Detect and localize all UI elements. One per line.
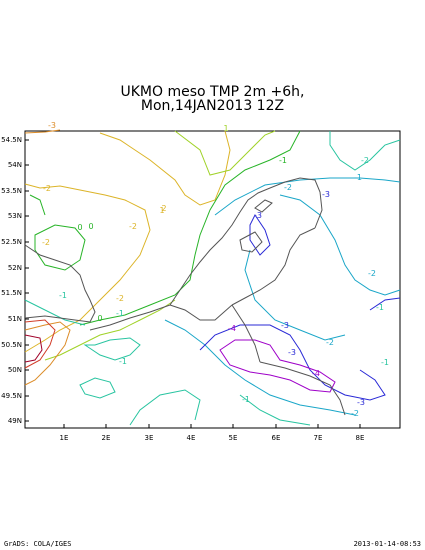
y-tick-label: 52N [8, 264, 22, 272]
contour-label: -1 [381, 358, 389, 367]
inland-water [239, 231, 263, 253]
contour-red-a [24, 321, 71, 386]
contour-m1-f [239, 394, 311, 426]
contour-label: -3 [322, 190, 330, 199]
contour-label: -2 [351, 409, 359, 418]
contour-m2-c [279, 194, 401, 296]
y-tick-label: 50.5N [1, 341, 22, 349]
coastline-netherlands [169, 177, 323, 306]
y-tick-label: 51N [8, 315, 22, 323]
y-tick-label: 49.5N [1, 392, 22, 400]
y-tick-label: 54.5N [1, 136, 22, 144]
contour-m1-b [24, 299, 86, 326]
contour-m1-d [79, 377, 116, 399]
contour-label: -1 [279, 156, 287, 165]
x-tick-label: 2E [102, 434, 111, 442]
contour-label: -1 [354, 173, 362, 182]
contour-warm-c [99, 130, 231, 206]
y-tick-label: 53.5N [1, 187, 22, 195]
x-tick-label: 8E [356, 434, 365, 442]
coastlines-borders [24, 177, 346, 416]
y-tick-label: 50N [8, 366, 22, 374]
contour-label: -2 [284, 183, 292, 192]
contour-label: 0 [97, 314, 102, 323]
contour-label: -1 [242, 395, 250, 404]
contour-label: -1 [119, 357, 127, 366]
contour-red-b [24, 319, 56, 369]
island-texel [254, 199, 273, 213]
contour-labels: -3 1 -2 -1 -2 -2 -3 0 -2 1 -2 -1 0 -1 -2 -3 -2 -4 -3 -1 -1 2 -… [42, 121, 389, 418]
x-tick-label: 1E [60, 434, 69, 442]
contour-green-b [34, 224, 86, 271]
axis-ticks: 1E 2E 3E 4E 5E 6E 7E 8E 54.5N 54N 53.5N 53N 52.5N 52N… [1, 136, 364, 442]
contour-label: -2 [42, 238, 50, 247]
contour-label: 0 [88, 222, 93, 231]
contour-label: -1 [116, 309, 124, 318]
y-tick-label: 52.5N [1, 238, 22, 246]
contour-m3-b [199, 324, 386, 401]
x-tick-label: 3E [145, 434, 154, 442]
footer-credit: GrADS: COLA/IGES [4, 540, 72, 548]
contour-m2-d [244, 249, 346, 341]
contour-label: -4 [312, 369, 320, 378]
contour-m1-a [329, 131, 401, 171]
contour-label: 1 [159, 206, 164, 215]
contour-warm-b [24, 183, 151, 353]
contour-yg-b [44, 299, 176, 361]
coastline-fr-north [89, 304, 171, 331]
contour-label: -3 [254, 211, 262, 220]
contour-lines [24, 129, 401, 426]
contour-label: -3 [357, 398, 365, 407]
contour-label: -1 [59, 291, 67, 300]
contour-label: -3 [288, 348, 296, 357]
map-title-line2: Mon,14JAN2013 12Z [140, 98, 285, 114]
x-tick-label: 4E [187, 434, 196, 442]
contour-green-c [79, 130, 301, 326]
contour-m2-b [164, 319, 356, 416]
border-lux [231, 304, 261, 363]
contour-label: -3 [281, 321, 289, 330]
x-tick-label: 5E [229, 434, 238, 442]
contour-label: -2 [361, 156, 369, 165]
y-tick-label: 51.5N [1, 289, 22, 297]
contour-green-a [29, 194, 46, 216]
map-title-line1: UKMO meso TMP 2m +6h, [120, 84, 305, 100]
x-tick-label: 6E [272, 434, 281, 442]
contour-label: -2 [326, 338, 334, 347]
border-nl-de [231, 227, 316, 306]
contour-label: -1 [376, 303, 384, 312]
contour-warm-a [24, 129, 61, 134]
footer-timestamp: 2013-01-14-08:53 [353, 540, 421, 548]
contour-m2-a [214, 177, 401, 216]
contour-yg-a [174, 130, 276, 176]
coastline-uk [24, 244, 96, 323]
contour-label: -3 [48, 121, 56, 130]
contour-label: -2 [368, 269, 376, 278]
contour-label: -2 [129, 222, 137, 231]
contour-label: -4 [228, 324, 236, 333]
contour-m1-c [83, 337, 141, 361]
contour-label: 0 [77, 223, 82, 232]
contour-red-c [24, 334, 43, 363]
border-be-fr [169, 304, 233, 321]
y-tick-label: 49N [8, 417, 22, 425]
y-tick-label: 54N [8, 161, 22, 169]
x-tick-label: 7E [314, 434, 323, 442]
contour-m4-a [219, 339, 336, 393]
contour-label: -2 [43, 184, 51, 193]
y-tick-label: 53N [8, 212, 22, 220]
contour-m3-c [369, 297, 401, 311]
contour-label: -2 [116, 294, 124, 303]
contour-m1-e [129, 389, 201, 426]
contour-label: 1 [223, 124, 228, 133]
contour-m3-a [249, 214, 271, 256]
map-frame [24, 130, 401, 429]
contour-label: 2 [161, 204, 166, 213]
border-fr-de [259, 361, 346, 416]
